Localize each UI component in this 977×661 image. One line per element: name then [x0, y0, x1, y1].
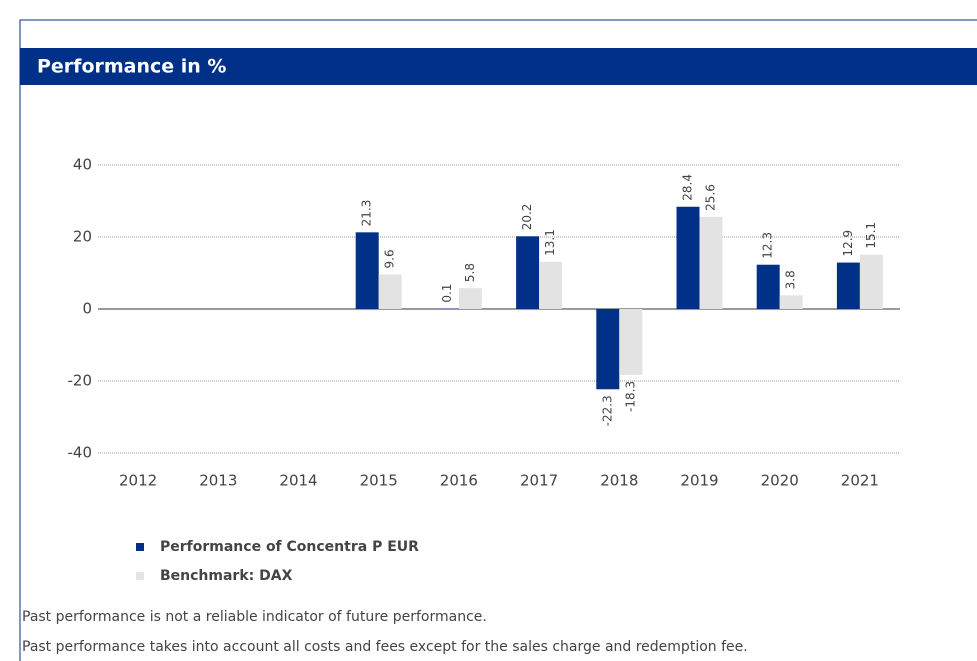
bar [756, 264, 780, 309]
x-tick-label: 2020 [761, 472, 799, 490]
bar [378, 274, 402, 309]
bar [355, 232, 379, 309]
value-label: 5.8 [463, 263, 477, 282]
value-label: 12.3 [761, 232, 775, 259]
y-tick-label: 0 [82, 300, 92, 318]
footnote: Past performance takes into account all … [22, 639, 748, 655]
bar [836, 262, 860, 309]
bar [619, 309, 643, 375]
y-tick-label: 40 [73, 156, 92, 174]
bar [539, 261, 563, 309]
frame [19, 19, 977, 661]
value-label: 28.4 [681, 174, 695, 201]
x-tick-label: 2014 [279, 472, 317, 490]
bar [458, 288, 482, 309]
bar [859, 254, 883, 309]
y-tick-label: -20 [68, 372, 93, 390]
y-tick-label: -40 [68, 444, 93, 462]
legend-swatch [136, 572, 144, 580]
value-label: 25.6 [704, 184, 718, 211]
value-label: -22.3 [600, 395, 614, 426]
footnote: Past performance is not a reliable indic… [22, 609, 487, 625]
y-tick-label: 20 [73, 228, 92, 246]
x-tick-label: 2018 [600, 472, 638, 490]
x-tick-label: 2017 [520, 472, 558, 490]
value-label: 3.8 [784, 270, 798, 289]
value-label: 12.9 [841, 230, 855, 257]
value-label: -18.3 [623, 381, 637, 412]
value-label: 15.1 [864, 222, 878, 249]
bar [779, 295, 803, 309]
bar [676, 206, 700, 309]
x-tick-label: 2013 [199, 472, 237, 490]
bar [596, 309, 620, 390]
x-tick-label: 2019 [680, 472, 718, 490]
value-label: 20.2 [520, 204, 534, 231]
x-tick-label: 2015 [360, 472, 398, 490]
legend-swatch [136, 543, 144, 551]
value-label: 9.6 [383, 249, 397, 268]
x-tick-label: 2021 [841, 472, 879, 490]
legend-label: Performance of Concentra P EUR [160, 539, 419, 555]
value-label: 0.1 [440, 284, 454, 303]
bar [516, 236, 540, 309]
header-title: Performance in % [37, 56, 226, 78]
bar [699, 216, 723, 309]
x-tick-label: 2012 [119, 472, 157, 490]
x-tick-label: 2016 [440, 472, 478, 490]
header-bar [20, 48, 977, 85]
value-label: 21.3 [360, 200, 374, 227]
legend-label: Benchmark: DAX [160, 568, 293, 584]
value-label: 13.1 [543, 229, 557, 256]
